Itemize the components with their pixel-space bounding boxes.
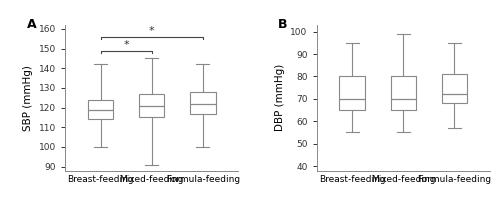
Y-axis label: DBP (mmHg): DBP (mmHg) [274, 64, 284, 131]
PathPatch shape [190, 92, 216, 114]
PathPatch shape [88, 100, 114, 119]
Text: A: A [27, 18, 36, 31]
Y-axis label: SBP (mmHg): SBP (mmHg) [23, 65, 33, 131]
PathPatch shape [442, 74, 467, 103]
PathPatch shape [390, 77, 416, 110]
PathPatch shape [139, 94, 164, 118]
Text: B: B [278, 18, 288, 31]
PathPatch shape [340, 77, 365, 110]
Text: *: * [124, 40, 129, 50]
Text: *: * [149, 26, 154, 36]
